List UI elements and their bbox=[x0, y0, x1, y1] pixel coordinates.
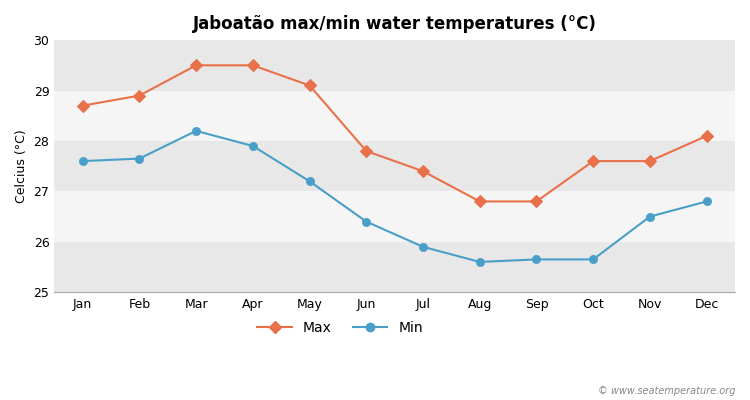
Point bbox=[530, 198, 542, 205]
Bar bbox=[54, 191, 735, 242]
Point bbox=[134, 155, 146, 162]
Point bbox=[247, 143, 259, 149]
Point bbox=[134, 92, 146, 99]
Point bbox=[76, 158, 88, 164]
Bar bbox=[54, 90, 735, 141]
Point bbox=[360, 218, 372, 225]
Title: Jaboatão max/min water temperatures (°C): Jaboatão max/min water temperatures (°C) bbox=[193, 15, 596, 33]
Point bbox=[304, 82, 316, 89]
Point bbox=[530, 256, 542, 263]
Legend: Max, Min: Max, Min bbox=[252, 316, 429, 341]
Point bbox=[474, 198, 486, 205]
Bar bbox=[54, 141, 735, 191]
Text: © www.seatemperature.org: © www.seatemperature.org bbox=[598, 386, 735, 396]
Point bbox=[360, 148, 372, 154]
Point bbox=[474, 259, 486, 265]
Point bbox=[417, 168, 429, 174]
Point bbox=[700, 133, 712, 139]
Point bbox=[644, 158, 656, 164]
Point bbox=[417, 244, 429, 250]
Bar bbox=[54, 40, 735, 90]
Point bbox=[587, 158, 599, 164]
Bar bbox=[54, 242, 735, 292]
Point bbox=[587, 256, 599, 263]
Point bbox=[190, 62, 202, 68]
Y-axis label: Celcius (°C): Celcius (°C) bbox=[15, 129, 28, 203]
Point bbox=[76, 102, 88, 109]
Point bbox=[644, 213, 656, 220]
Point bbox=[700, 198, 712, 205]
Point bbox=[190, 128, 202, 134]
Point bbox=[304, 178, 316, 184]
Point bbox=[247, 62, 259, 68]
